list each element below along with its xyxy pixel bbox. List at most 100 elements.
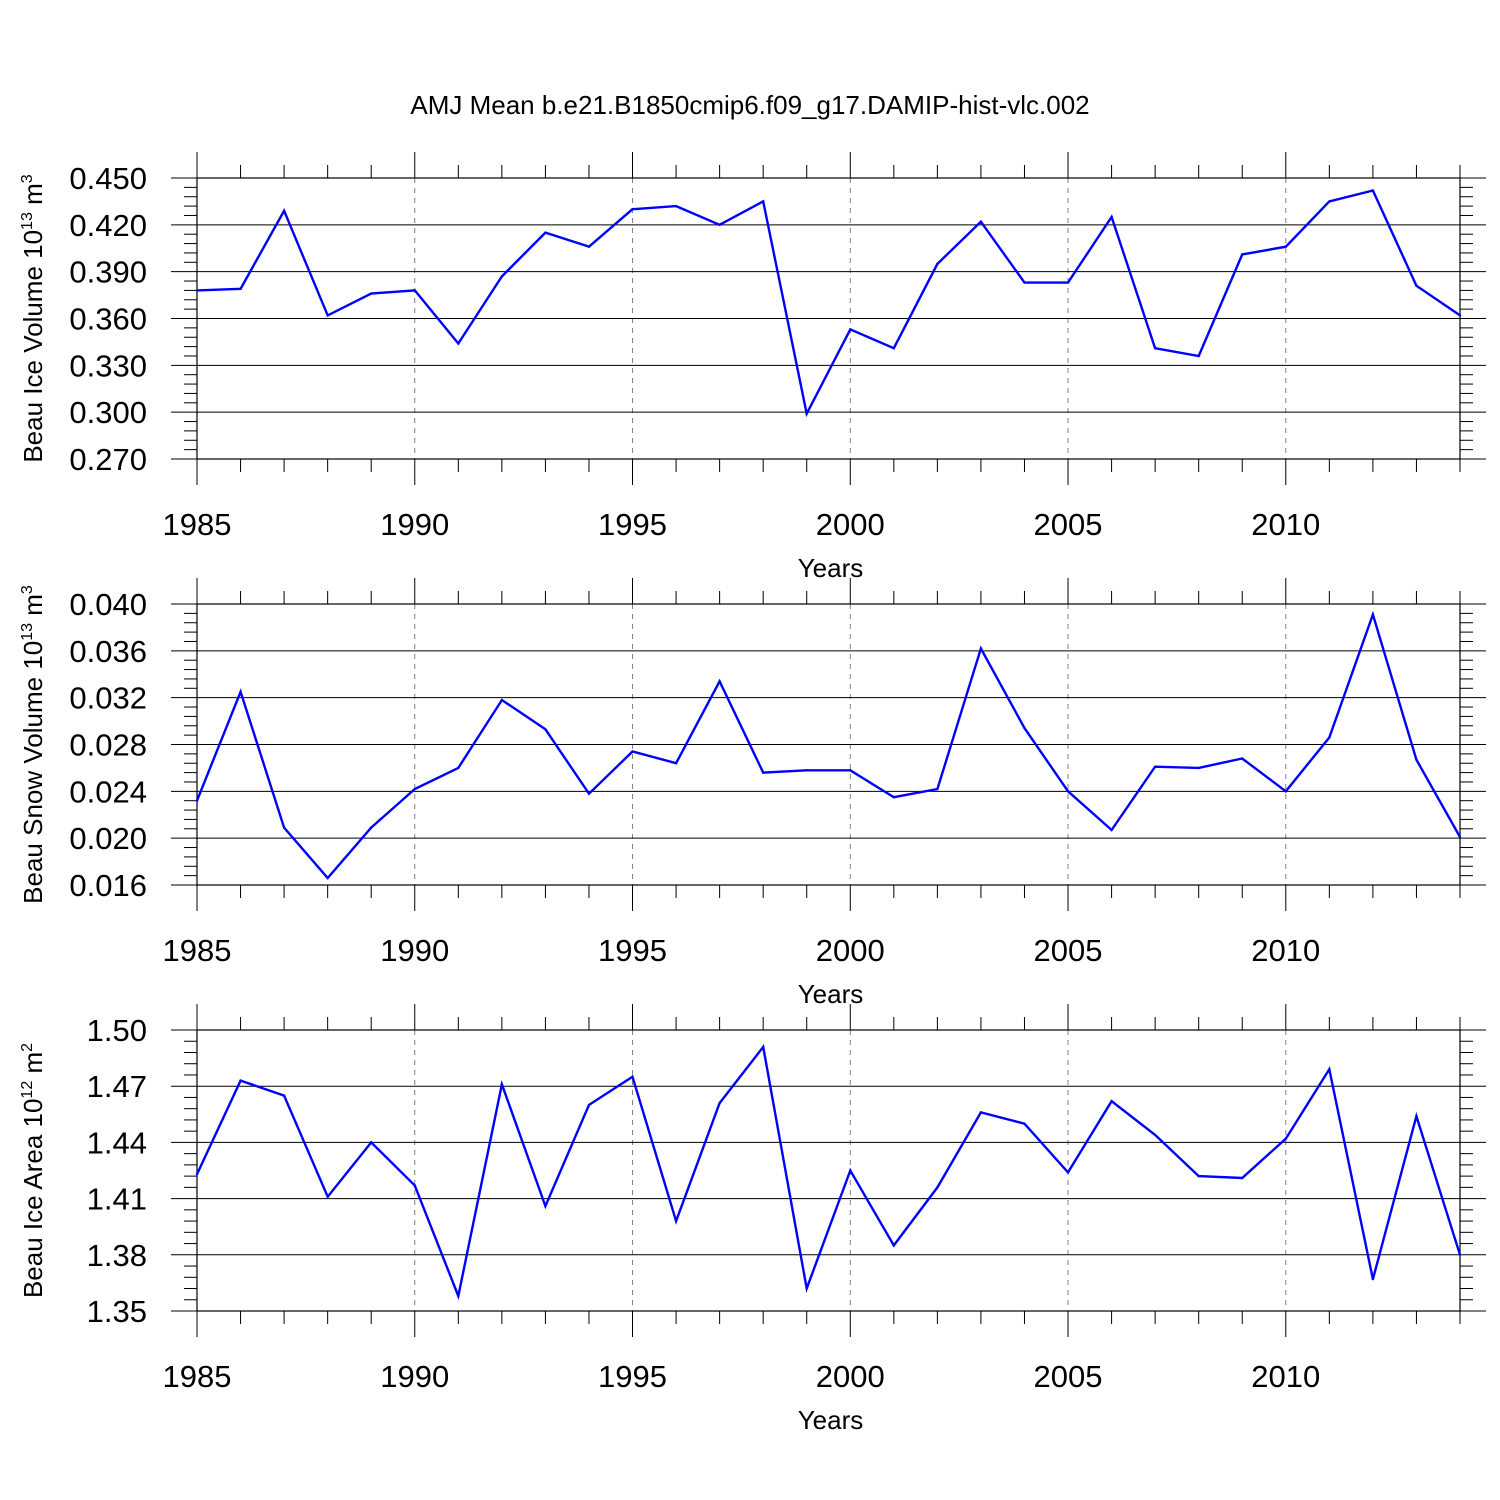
- data-point: [1110, 215, 1113, 219]
- data-point: [849, 1169, 852, 1172]
- x-tick-label: 1995: [598, 933, 667, 968]
- data-point: [1197, 766, 1200, 770]
- x-axis-label: Years: [798, 553, 864, 583]
- data-point: [892, 1244, 896, 1247]
- y-axis-label: Beau Ice Volume 1013 m3: [18, 174, 48, 462]
- data-point: [761, 1045, 765, 1049]
- data-point: [239, 287, 242, 291]
- x-tick-label: 2000: [816, 1359, 885, 1394]
- data-point: [413, 1184, 416, 1187]
- data-point: [674, 762, 678, 765]
- data-point: [239, 1079, 242, 1082]
- x-tick-label: 1985: [163, 933, 232, 968]
- data-point: [1328, 736, 1331, 739]
- y-axis-label-unit: m: [18, 594, 48, 623]
- x-tick-label: 2010: [1251, 507, 1320, 542]
- x-tick-label: 1990: [380, 1359, 449, 1394]
- data-point: [1284, 1137, 1287, 1140]
- data-point: [674, 204, 678, 208]
- data-point: [936, 1186, 939, 1189]
- data-point: [1415, 758, 1418, 761]
- data-point: [1023, 726, 1026, 730]
- y-axis-label-base: Beau Ice Volume 10: [18, 230, 48, 463]
- data-point: [1241, 757, 1244, 760]
- data-point: [500, 1083, 504, 1086]
- y-axis-label-exp: 13: [19, 212, 36, 230]
- data-point: [631, 208, 634, 211]
- data-point: [1371, 613, 1375, 616]
- data-point: [544, 1204, 547, 1208]
- y-axis-label-unit: m: [18, 1052, 48, 1081]
- y-axis-label-base: Beau Snow Volume 10: [18, 641, 48, 904]
- x-tick-label: 2005: [1034, 1359, 1103, 1394]
- x-tick-label: 1990: [380, 933, 449, 968]
- data-point: [805, 412, 808, 415]
- y-tick-label: 1.35: [87, 1294, 147, 1329]
- chart-panel-1: 1985 1990 1995 2000 2005 2010 0.450 0.420 0.390 0…: [18, 152, 1486, 583]
- data-point: [761, 200, 765, 203]
- x-tick-label: 1990: [380, 507, 449, 542]
- data-point: [1066, 1171, 1070, 1174]
- data-point: [587, 792, 591, 795]
- x-tick-label: 2010: [1251, 1359, 1320, 1394]
- data-point: [587, 1103, 591, 1107]
- data-point: [892, 346, 896, 350]
- y-axis-label-exp: 13: [19, 623, 36, 641]
- x-tick-label: 2005: [1034, 507, 1103, 542]
- y-tick-label: 1.44: [87, 1125, 147, 1160]
- y-tick-label: 1.47: [87, 1069, 147, 1104]
- data-series-line: [196, 189, 1461, 418]
- data-point: [631, 1075, 634, 1079]
- data-point: [979, 647, 983, 650]
- y-axis-label-unit-exp: 2: [19, 1043, 36, 1052]
- y-tick-label: 0.024: [69, 774, 147, 809]
- data-point: [1458, 835, 1462, 839]
- data-point: [979, 220, 983, 223]
- data-point: [326, 1195, 329, 1198]
- data-point: [195, 289, 199, 292]
- data-point: [326, 314, 329, 317]
- data-point: [849, 328, 852, 331]
- y-tick-label: 0.036: [69, 634, 147, 669]
- y-tick-label: 1.50: [87, 1013, 147, 1048]
- data-point: [1110, 828, 1113, 832]
- chart-title: AMJ Mean b.e21.B1850cmip6.f09_g17.DAMIP-…: [410, 90, 1089, 120]
- data-point: [936, 262, 939, 266]
- data-point: [805, 1287, 808, 1290]
- data-point: [282, 826, 286, 829]
- data-point: [674, 1219, 678, 1223]
- x-axis-label: Years: [798, 979, 864, 1009]
- data-point: [326, 876, 329, 880]
- data-point: [1023, 1122, 1026, 1125]
- data-point: [1458, 314, 1462, 317]
- y-tick-label: 0.360: [69, 302, 147, 337]
- data-point: [1066, 281, 1070, 284]
- x-tick-label: 2010: [1251, 933, 1320, 968]
- data-point: [195, 799, 199, 802]
- x-tick-label: 2005: [1034, 933, 1103, 968]
- data-point: [849, 769, 852, 772]
- y-tick-label: 0.300: [69, 395, 147, 430]
- data-point: [1241, 1176, 1244, 1180]
- y-axis-label-exp: 12: [19, 1081, 36, 1099]
- data-point: [1153, 1133, 1157, 1137]
- data-point: [282, 1094, 286, 1097]
- data-point: [457, 1294, 460, 1298]
- y-tick-label: 0.020: [69, 821, 147, 856]
- x-axis-label: Years: [798, 1405, 864, 1435]
- data-point: [1371, 189, 1375, 192]
- plot-frame: [196, 1029, 1461, 1312]
- x-tick-label: 2000: [816, 507, 885, 542]
- data-point: [1153, 346, 1157, 350]
- x-tick-label: 1995: [598, 507, 667, 542]
- data-point: [718, 223, 721, 227]
- data-point: [892, 795, 896, 799]
- x-tick-label: 1985: [163, 507, 232, 542]
- data-point: [1328, 200, 1331, 203]
- data-point: [457, 342, 460, 345]
- data-point: [457, 766, 460, 770]
- data-point: [631, 750, 634, 753]
- y-tick-label: 0.450: [69, 161, 147, 196]
- data-point: [1284, 245, 1287, 248]
- y-tick-label: 0.270: [69, 442, 147, 477]
